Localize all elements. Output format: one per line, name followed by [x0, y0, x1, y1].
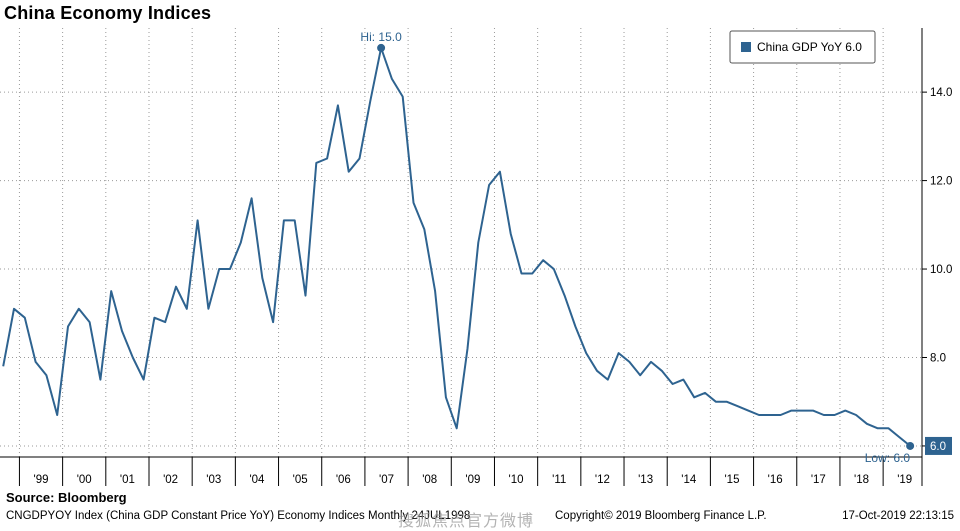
x-tick-label: '07 — [379, 474, 394, 486]
footer-index-description: CNGDPYOY Index (China GDP Constant Price… — [6, 510, 471, 522]
x-tick-label: '17 — [811, 474, 826, 486]
x-tick-label: '11 — [552, 474, 566, 486]
y-tick-label: 12.0 — [930, 176, 952, 188]
annotations: Hi: 15.0 Low: 6.0 6.0 — [360, 30, 952, 465]
legend-swatch — [741, 42, 751, 52]
y-axis-ticks: 8.0 10.0 12.0 14.0 — [922, 87, 952, 447]
x-tick-label: '08 — [422, 474, 437, 486]
axes — [0, 28, 923, 486]
x-tick-label: '10 — [509, 474, 524, 486]
x-tick-label: '02 — [163, 474, 178, 486]
low-point-marker — [906, 441, 915, 450]
x-tick-label: '01 — [120, 474, 135, 486]
footer-copyright: Copyright© 2019 Bloomberg Finance L.P. — [555, 510, 767, 522]
last-value-label: 6.0 — [930, 441, 946, 453]
series-line-china-gdp-yoy — [2, 46, 911, 447]
y-tick-label: 10.0 — [930, 264, 952, 276]
low-annotation: Low: 6.0 — [865, 451, 911, 465]
footer-bar: CNGDPYOY Index (China GDP Constant Price… — [0, 509, 960, 530]
x-tick-label: '18 — [854, 474, 869, 486]
x-axis-ticks: '99 '00 '01 '02 '03 '04 '05 '06 '07 '08 '09 '10 '11 '… — [18, 457, 912, 486]
legend[interactable]: China GDP YoY 6.0 — [729, 30, 876, 64]
legend-label: China GDP YoY 6.0 — [757, 40, 862, 54]
x-tick-label: '14 — [681, 474, 697, 486]
last-value-tag — [925, 436, 952, 455]
chart-title: China Economy Indices — [4, 3, 212, 23]
series-layer — [2, 46, 911, 447]
x-tick-label: '06 — [336, 474, 351, 486]
x-tick-label: '19 — [897, 474, 912, 486]
y-tick-label: 8.0 — [930, 352, 946, 364]
source-label: Source: Bloomberg — [6, 490, 127, 505]
footer-timestamp: 17-Oct-2019 22:13:15 — [842, 510, 954, 522]
gridlines — [0, 28, 922, 457]
x-tick-label: '05 — [293, 474, 308, 486]
x-tick-label: '00 — [77, 474, 92, 486]
high-annotation: Hi: 15.0 — [360, 30, 402, 44]
x-tick-label: '15 — [724, 474, 739, 486]
x-tick-label: '16 — [768, 474, 783, 486]
x-tick-label: '09 — [465, 474, 480, 486]
x-tick-label: '04 — [249, 474, 265, 486]
watermark-text: 搜狐焦点官方微博 — [398, 513, 535, 530]
x-tick-label: '12 — [595, 474, 610, 486]
x-tick-label: '99 — [34, 474, 49, 486]
x-tick-label: '03 — [206, 474, 221, 486]
legend-box — [729, 30, 876, 64]
x-tick-label: '13 — [638, 474, 653, 486]
y-tick-label: 14.0 — [930, 87, 952, 99]
high-point-marker — [377, 43, 386, 52]
